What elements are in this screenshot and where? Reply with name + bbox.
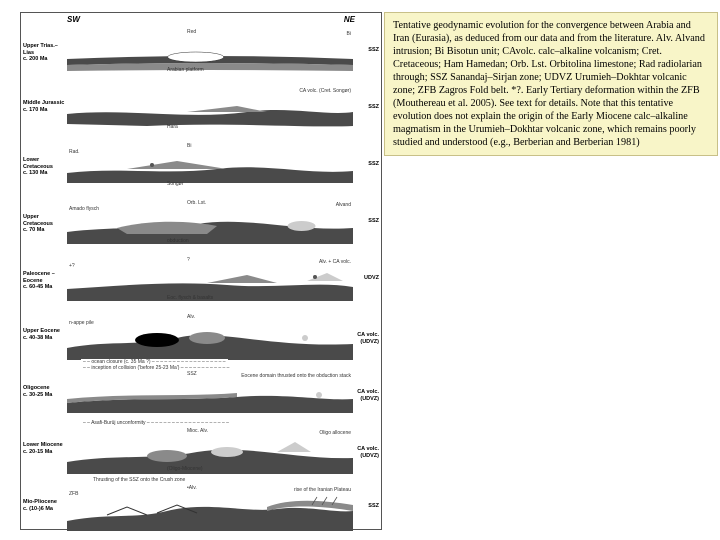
cross-section-svg xyxy=(67,320,353,364)
stage-top-annotation: •Alv. xyxy=(187,485,197,491)
stage-extra-annotation: Eocene domain thrusted onto the obductio… xyxy=(241,373,351,379)
cross-section-svg xyxy=(67,35,353,79)
stage-period-label: Lower Miocenec. 20-15 Ma xyxy=(23,442,65,455)
stage-right-label: SSZ xyxy=(355,161,379,168)
stage-right-label: SSZ xyxy=(355,503,379,510)
stage-extra-annotation: Bi xyxy=(347,31,351,37)
stage-left-annotation: n-appe pile xyxy=(69,320,94,326)
stage-row: Upper Cretaceousc. 70 Ma SSZ Orb. Lst. obd… xyxy=(23,196,379,254)
stage-mid-annotation: Hara xyxy=(167,124,178,130)
stage-top-annotation: Bi xyxy=(187,143,191,149)
stage-period-label: Upper Trias.–Liasc. 200 Ma xyxy=(23,43,65,63)
stage-row: Lower Miocenec. 20-15 MaCA volc. (UDVZ) … xyxy=(23,424,379,482)
geodynamic-diagram-panel: SW NE Upper Trias.–Liasc. 200 Ma SSZ Red A… xyxy=(20,12,382,530)
stage-top-annotation: Red xyxy=(187,29,196,35)
cross-section-svg xyxy=(67,92,353,136)
cross-section-svg xyxy=(67,149,353,193)
stage-top-annotation: SSZ xyxy=(187,371,197,377)
stage-left-annotation: Rad. xyxy=(69,149,80,155)
stage-mid-annotation: obduction xyxy=(167,238,189,244)
cross-section-svg xyxy=(67,434,353,478)
stage-row: Middle Jurassicc. 170 Ma SSZ Hara CA volc.… xyxy=(23,82,379,140)
stage-right-label: SSZ xyxy=(355,218,379,225)
stage-row: Oligocenec. 30-25 Ma CA volc. (UDVZ) SSZ E… xyxy=(23,367,379,425)
stage-right-label: SSZ xyxy=(355,47,379,54)
stage-extra-annotation: Oligo allocene xyxy=(319,430,351,436)
direction-label-sw: SW xyxy=(67,15,80,24)
stage-period-label: Paleocene – Eocenec. 60-45 Ma xyxy=(23,271,65,291)
stage-row: Upper Trias.–Liasc. 200 Ma SSZ Red Arabian… xyxy=(23,25,379,83)
stage-extra-annotation: CA volc. (Cret. Songør) xyxy=(299,88,351,94)
stage-extra-annotation: Alvand xyxy=(336,202,351,208)
stage-period-label: Upper Eocenec. 40-38 Ma xyxy=(23,328,65,341)
stage-left-annotation: Amado flysch xyxy=(69,206,99,212)
cross-section-svg xyxy=(67,206,353,250)
stage-mid-annotation: Eoc. flysch & basalts xyxy=(167,295,213,301)
stage-left-annotation: ZFB xyxy=(69,491,78,497)
stage-mid-annotation: (Oligo-Miocene) xyxy=(167,466,203,472)
stage-period-label: Mio-Pliocenec. (10-)6 Ma xyxy=(23,499,65,512)
stage-extra-annotation: Alv. + CA volc. xyxy=(319,259,351,265)
stage-top-annotation: Mioc. Alv. xyxy=(187,428,208,434)
stage-row: Mio-Pliocenec. (10-)6 Ma SSZ •Alv. ZFB rise… xyxy=(23,481,379,539)
direction-label-ne: NE xyxy=(344,15,355,24)
figure-caption: Tentative geodynamic evolution for the c… xyxy=(384,12,718,156)
stage-period-label: Lower Cretaceousc. 130 Ma xyxy=(23,157,65,177)
stage-row: Lower Cretaceousc. 130 Ma SSZ Bi Songør Rad… xyxy=(23,139,379,197)
stage-extra-annotation: rise of the Iranian Plateau xyxy=(294,487,351,493)
stage-period-label: Middle Jurassicc. 170 Ma xyxy=(23,100,65,113)
stage-right-label: SSZ xyxy=(355,104,379,111)
stage-row: Paleocene – Eocenec. 60-45 Ma UDVZ ? Eoc. … xyxy=(23,253,379,311)
divider-caption: Thrusting of the SSZ onto the Crush zone xyxy=(91,477,187,483)
stage-right-label: CA volc. (UDVZ) xyxy=(355,332,379,345)
stage-top-annotation: Orb. Lst. xyxy=(187,200,206,206)
stage-period-label: Oligocenec. 30-25 Ma xyxy=(23,385,65,398)
stage-right-label: CA volc. (UDVZ) xyxy=(355,446,379,459)
divider-caption: – – Asafi-Burūj unconformity – – – – – –… xyxy=(81,420,231,426)
stage-left-annotation: +? xyxy=(69,263,75,269)
divider-caption: – – inception of collision ('before 25-2… xyxy=(81,365,231,371)
stage-right-label: UDVZ xyxy=(355,275,379,282)
stage-mid-annotation: Songør xyxy=(167,181,183,187)
cross-section-svg xyxy=(67,491,353,535)
cross-section-svg xyxy=(67,377,353,421)
stage-period-label: Upper Cretaceousc. 70 Ma xyxy=(23,214,65,234)
stage-top-annotation: ? xyxy=(187,257,190,263)
stage-right-label: CA volc. (UDVZ) xyxy=(355,389,379,402)
stage-top-annotation: Alv. xyxy=(187,314,195,320)
stage-mid-annotation: Arabian platform xyxy=(167,67,204,73)
